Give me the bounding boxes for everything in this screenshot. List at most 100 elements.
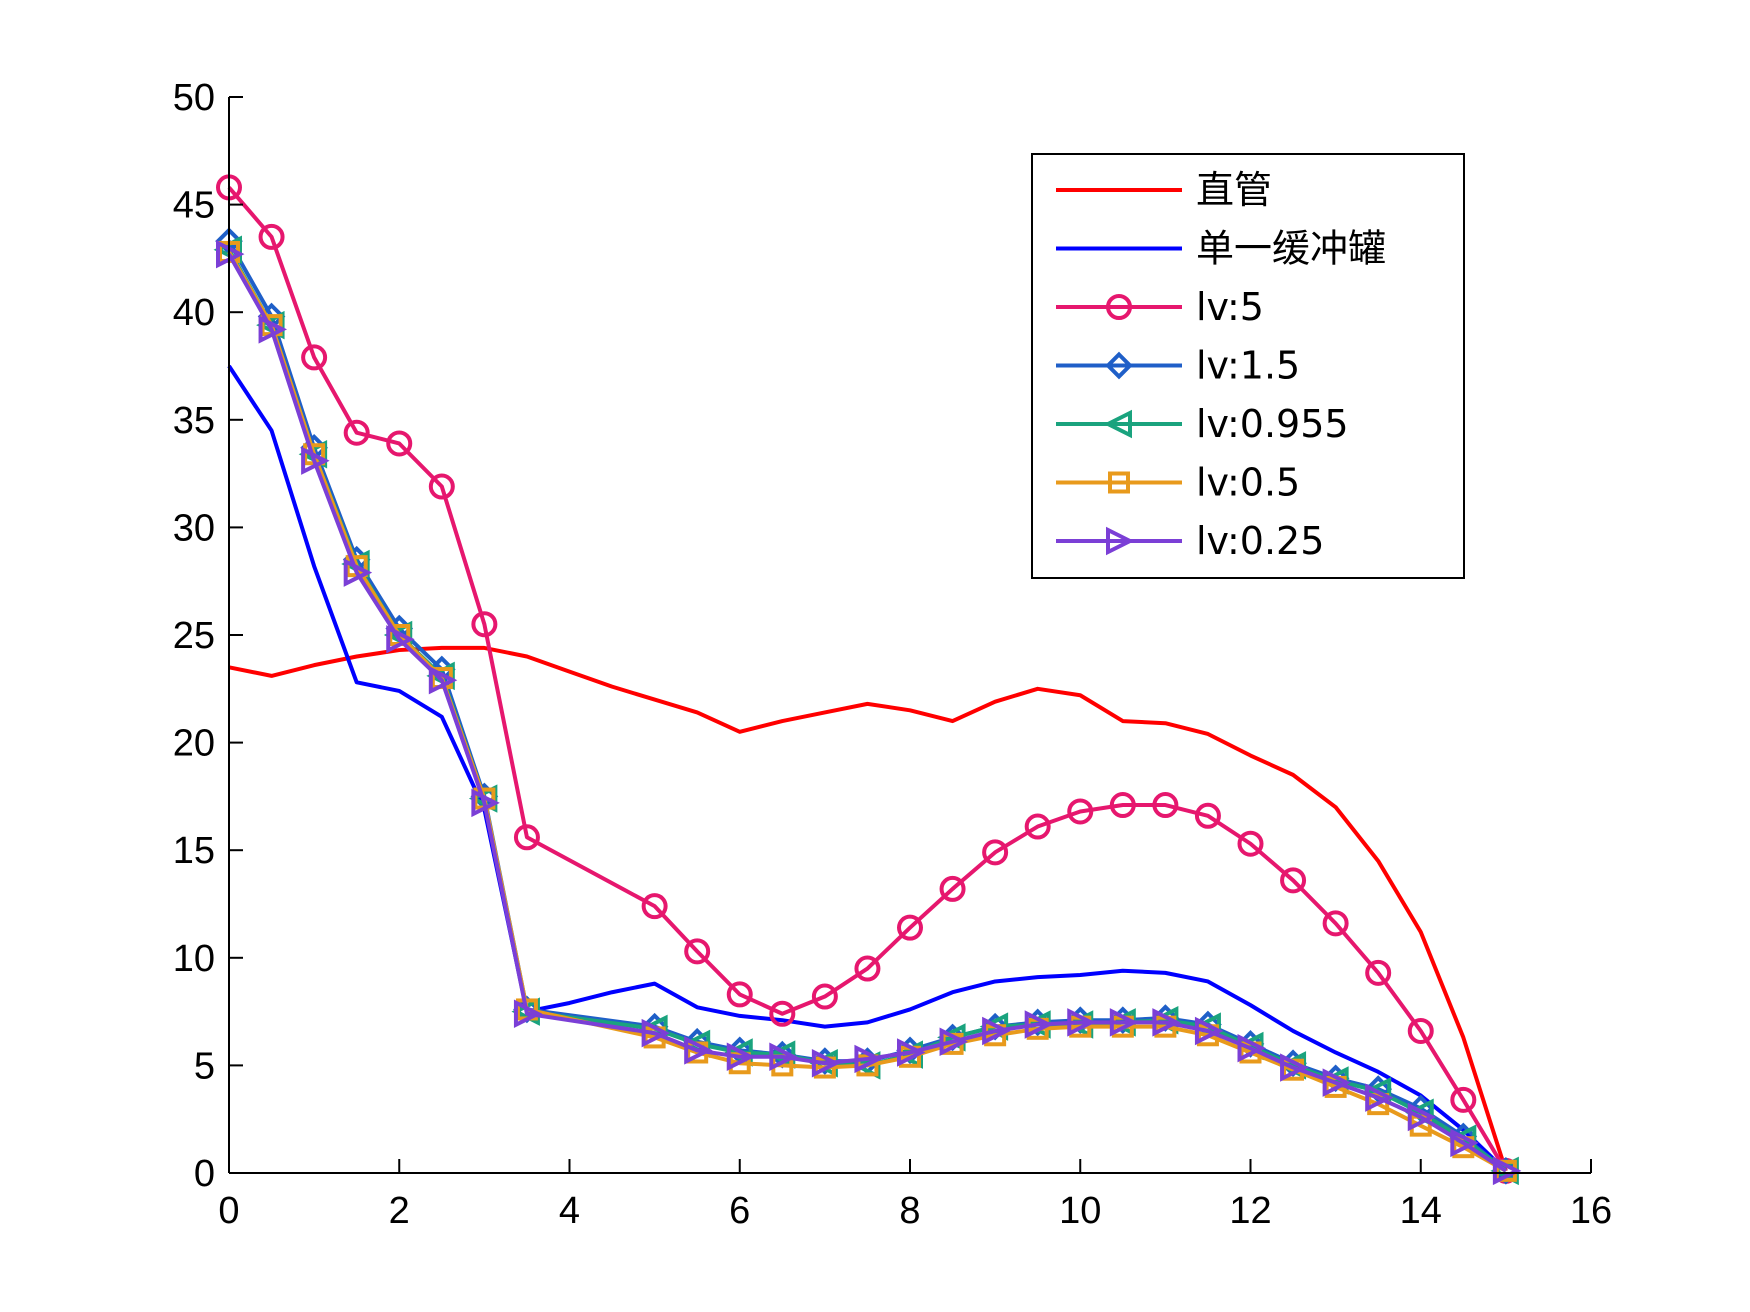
data-point-marker (1407, 1102, 1437, 1132)
legend-entry: 单一缓冲罐 (1056, 227, 1386, 271)
data-point-marker (258, 315, 288, 344)
data-point-marker (769, 1000, 796, 1027)
data-point-marker (513, 999, 543, 1028)
series-line (227, 186, 1508, 1172)
x-tick-label: 14 (1400, 1190, 1442, 1232)
legend-swatch-marker (1106, 526, 1135, 556)
data-point-marker (513, 824, 540, 851)
legend-entry: lv:1.5 (1056, 344, 1300, 388)
data-point-marker (428, 665, 458, 695)
y-tick-label: 35 (173, 400, 215, 442)
legend-swatch-marker (1105, 351, 1133, 380)
data-point-marker (641, 1018, 671, 1048)
data-point-marker (1322, 1068, 1352, 1097)
legend-label: lv:1.5 (1196, 344, 1300, 388)
y-tick-label: 45 (173, 185, 215, 227)
x-tick-label: 6 (729, 1190, 750, 1232)
legend-entry: lv:0.955 (1056, 402, 1349, 446)
data-point-marker (1450, 1128, 1479, 1158)
legend-label: lv:5 (1196, 285, 1264, 329)
y-tick-label: 50 (173, 77, 215, 119)
data-point-marker (301, 344, 328, 371)
y-tick-label: 30 (173, 507, 215, 549)
data-point-marker (428, 473, 455, 500)
legend-label: 单一缓冲罐 (1196, 227, 1386, 271)
y-tick-label: 5 (194, 1045, 215, 1087)
data-point-marker (939, 875, 966, 902)
data-point-marker (854, 955, 881, 982)
data-point-marker (1450, 1086, 1477, 1113)
series-1 (227, 364, 1508, 1173)
x-tick-label: 0 (218, 1190, 239, 1232)
series-6 (216, 239, 1522, 1186)
data-point-marker (1067, 1008, 1096, 1037)
legend-label: lv:0.955 (1196, 402, 1349, 446)
data-point-marker (811, 983, 838, 1010)
series-2 (216, 174, 1519, 1184)
data-point-marker (1237, 830, 1264, 857)
legend-entry: lv:0.25 (1056, 519, 1324, 563)
data-point-marker (1364, 1075, 1393, 1103)
y-tick-label: 25 (173, 615, 215, 657)
y-tick-label: 15 (173, 830, 215, 872)
data-point-marker (1492, 1156, 1522, 1186)
data-point-marker (1365, 1083, 1394, 1112)
x-tick-label: 12 (1229, 1190, 1271, 1232)
data-point-marker (811, 1049, 841, 1078)
data-point-marker (1152, 1008, 1181, 1037)
data-point-marker (1194, 1016, 1224, 1046)
data-point-marker (726, 1042, 756, 1072)
legend-label: 直管 (1196, 168, 1272, 212)
data-point-marker (1237, 1033, 1266, 1063)
data-point-marker (386, 430, 413, 457)
legend-label: lv:0.25 (1196, 519, 1324, 563)
x-tick-label: 10 (1059, 1190, 1101, 1232)
data-point-marker (1280, 867, 1307, 894)
legend-entry: 直管 (1056, 168, 1272, 212)
legend-swatch-marker (1106, 294, 1132, 320)
data-point-marker (1322, 910, 1349, 937)
data-point-marker (1067, 798, 1094, 825)
data-point-marker (343, 558, 373, 587)
data-point-marker (897, 914, 923, 941)
data-point-marker (982, 1016, 1011, 1046)
data-point-marker (726, 981, 753, 1008)
data-point-marker (641, 893, 668, 920)
data-point-marker (301, 446, 330, 475)
data-point-marker (1365, 959, 1392, 986)
data-point-marker (1109, 1008, 1139, 1037)
legend-swatch-marker (1108, 471, 1130, 494)
x-tick-label: 2 (389, 1190, 410, 1232)
data-point-marker (1024, 1010, 1054, 1039)
data-point-marker (471, 788, 500, 818)
series-line (227, 364, 1508, 1173)
y-tick-label: 20 (173, 723, 215, 765)
data-point-marker (1109, 792, 1136, 819)
data-point-marker (769, 1042, 798, 1072)
data-point-marker (939, 1027, 969, 1056)
series-line (228, 645, 1508, 1172)
data-point-marker (1024, 813, 1051, 840)
legend-label: lv:0.5 (1196, 461, 1300, 505)
x-tick-label: 8 (899, 1190, 920, 1232)
data-point-marker (1280, 1053, 1309, 1082)
data-point-marker (386, 625, 415, 654)
data-point-marker (258, 223, 285, 250)
data-point-marker (684, 1036, 713, 1065)
data-point-marker (684, 938, 711, 965)
series-layer (213, 174, 1522, 1186)
data-point-marker (471, 611, 498, 638)
series-0 (228, 645, 1508, 1172)
legend-entry: lv:0.5 (1056, 461, 1300, 505)
legend-swatch-marker (1103, 409, 1132, 439)
x-tick-label: 4 (559, 1190, 580, 1232)
legend-entry: lv:5 (1056, 285, 1264, 329)
data-point-marker (854, 1044, 883, 1074)
y-tick-label: 0 (194, 1153, 215, 1195)
y-tick-label: 40 (173, 292, 215, 334)
x-tick-label: 16 (1570, 1190, 1612, 1232)
data-point-marker (343, 419, 370, 446)
axes: 0 2 4 6 8 10 12 14 16 0 5 10 15 20 25 30 35 40 45 50 (173, 77, 1612, 1232)
